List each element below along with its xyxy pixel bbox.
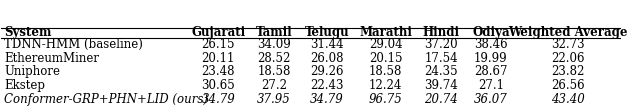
Text: Gujarati: Gujarati — [191, 26, 245, 39]
Text: 18.58: 18.58 — [369, 65, 403, 78]
Text: 27.2: 27.2 — [261, 79, 287, 92]
Text: 37.20: 37.20 — [424, 38, 458, 51]
Text: 34.79: 34.79 — [310, 93, 344, 106]
Text: 17.54: 17.54 — [424, 52, 458, 65]
Text: 12.24: 12.24 — [369, 79, 403, 92]
Text: 23.48: 23.48 — [202, 65, 235, 78]
Text: 26.56: 26.56 — [552, 79, 585, 92]
Text: 23.82: 23.82 — [552, 65, 585, 78]
Text: 22.43: 22.43 — [310, 79, 344, 92]
Text: 31.44: 31.44 — [310, 38, 344, 51]
Text: 26.08: 26.08 — [310, 52, 344, 65]
Text: 38.46: 38.46 — [474, 38, 508, 51]
Text: 20.15: 20.15 — [369, 52, 403, 65]
Text: 20.74: 20.74 — [424, 93, 458, 106]
Text: Weighted Average: Weighted Average — [509, 26, 628, 39]
Text: 27.1: 27.1 — [478, 79, 504, 92]
Text: 19.99: 19.99 — [474, 52, 508, 65]
Text: 34.09: 34.09 — [257, 38, 291, 51]
Text: 24.35: 24.35 — [424, 65, 458, 78]
Text: System: System — [4, 26, 52, 39]
Text: Ekstep: Ekstep — [4, 79, 45, 92]
Text: Odiya: Odiya — [472, 26, 509, 39]
Text: 20.11: 20.11 — [202, 52, 235, 65]
Text: Marathi: Marathi — [359, 26, 412, 39]
Text: 29.04: 29.04 — [369, 38, 403, 51]
Text: 28.52: 28.52 — [257, 52, 291, 65]
Text: 29.26: 29.26 — [310, 65, 344, 78]
Text: 18.58: 18.58 — [257, 65, 291, 78]
Text: 30.65: 30.65 — [202, 79, 235, 92]
Text: Tamil: Tamil — [256, 26, 292, 39]
Text: 37.95: 37.95 — [257, 93, 291, 106]
Text: EthereumMiner: EthereumMiner — [4, 52, 99, 65]
Text: TDNN-HMM (baseline): TDNN-HMM (baseline) — [4, 38, 143, 51]
Text: 34.79: 34.79 — [202, 93, 235, 106]
Text: 28.67: 28.67 — [474, 65, 508, 78]
Text: Uniphore: Uniphore — [4, 65, 61, 78]
Text: 22.06: 22.06 — [552, 52, 585, 65]
Text: Telugu: Telugu — [305, 26, 349, 39]
Text: 39.74: 39.74 — [424, 79, 458, 92]
Text: Conformer-GRP+PHN+LID (ours): Conformer-GRP+PHN+LID (ours) — [4, 93, 209, 106]
Text: 32.73: 32.73 — [552, 38, 585, 51]
Text: 43.40: 43.40 — [552, 93, 585, 106]
Text: Hindi: Hindi — [423, 26, 460, 39]
Text: 26.15: 26.15 — [202, 38, 235, 51]
Text: 36.07: 36.07 — [474, 93, 508, 106]
Text: 96.75: 96.75 — [369, 93, 403, 106]
